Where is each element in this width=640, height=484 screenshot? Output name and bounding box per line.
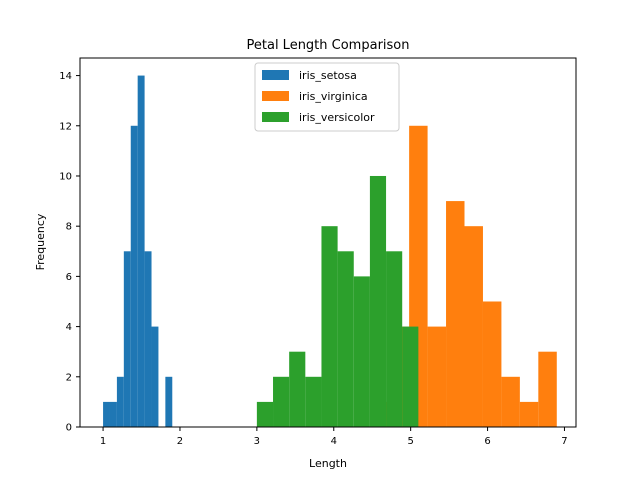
bar-iris_versicolor-1 (273, 376, 290, 427)
y-axis-ticks: 0 2 4 6 8 10 12 14 (59, 71, 80, 434)
y-tick-label: 12 (59, 121, 72, 132)
bar-iris_setosa-5 (137, 75, 145, 427)
y-tick-label: 0 (66, 423, 72, 434)
bar-iris_virginica-8 (519, 401, 539, 427)
bar-iris_versicolor-2 (289, 351, 306, 427)
y-tick-label: 6 (66, 272, 72, 283)
plot-frame (79, 57, 577, 428)
legend-box (254, 62, 400, 132)
bar-iris_versicolor-6 (353, 276, 370, 427)
y-tick-label: 2 (66, 372, 72, 383)
x-tick-label: 4 (331, 436, 337, 447)
bar-iris_virginica-7 (501, 376, 520, 427)
y-axis-label: Frequency (34, 213, 47, 270)
x-tick-label: 3 (254, 436, 260, 447)
legend: iris_setosa iris_virginica iris_versicolor (254, 62, 400, 132)
bar-iris_setosa-3 (123, 251, 131, 427)
bar-iris_virginica-9 (538, 351, 557, 427)
bar-iris_versicolor-4 (321, 226, 338, 427)
x-tick-label: 2 (177, 436, 183, 447)
bar-iris_setosa-4 (130, 125, 138, 427)
bar-iris_versicolor-5 (337, 251, 354, 427)
bar-iris_setosa-2 (116, 376, 124, 427)
bars-group (103, 75, 557, 427)
bar-iris_versicolor-9 (402, 326, 419, 427)
legend-swatch-iris_versicolor (262, 112, 289, 122)
bar-iris_virginica-6 (482, 301, 502, 427)
bar-iris_setosa-7 (151, 326, 159, 427)
bar-iris_virginica-5 (464, 226, 483, 427)
bar-iris_setosa-9 (165, 376, 173, 427)
bar-iris_versicolor-8 (386, 251, 403, 427)
y-tick-label: 8 (66, 222, 72, 233)
bar-iris_setosa-6 (144, 251, 152, 427)
x-tick-label: 6 (484, 436, 490, 447)
x-axis-label: Length (309, 457, 347, 470)
legend-label-iris_setosa: iris_setosa (299, 69, 357, 82)
chart-title: Petal Length Comparison (247, 38, 410, 53)
bar-iris_virginica-3 (427, 326, 447, 427)
y-tick-label: 4 (66, 322, 72, 333)
bar-iris_versicolor-3 (305, 376, 322, 427)
bar-iris_setosa-1 (109, 401, 117, 427)
legend-label-iris_versicolor: iris_versicolor (299, 111, 375, 124)
legend-items: iris_setosa iris_virginica iris_versicolor (262, 69, 375, 124)
bar-iris_setosa-0 (103, 401, 110, 427)
x-tick-label: 7 (561, 436, 567, 447)
bar-iris_virginica-4 (446, 201, 465, 427)
legend-label-iris_virginica: iris_virginica (299, 90, 368, 103)
y-tick-label: 10 (59, 171, 72, 182)
legend-swatch-iris_setosa (262, 70, 289, 80)
legend-swatch-iris_virginica (262, 91, 289, 101)
y-tick-label: 14 (59, 71, 72, 82)
x-axis-ticks: 1 2 3 4 5 6 7 (100, 427, 568, 447)
bar-iris_versicolor-7 (369, 175, 387, 427)
x-tick-label: 1 (100, 436, 106, 447)
bar-iris_versicolor-0 (256, 401, 274, 427)
x-tick-label: 5 (407, 436, 413, 447)
